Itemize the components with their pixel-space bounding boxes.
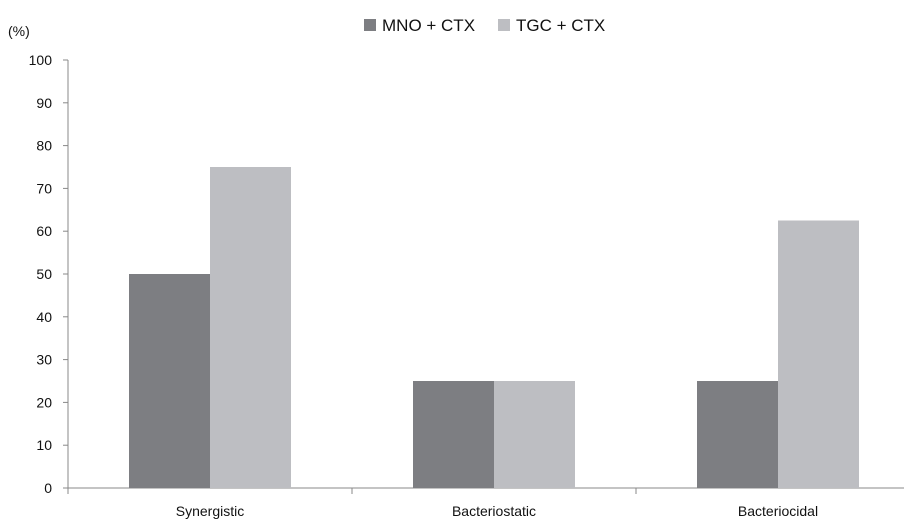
x-category-label: Bacteriostatic [452, 503, 536, 519]
legend-label-tgc-ctx: TGC + CTX [516, 16, 605, 35]
y-tick-label: 10 [36, 437, 52, 453]
y-tick-label: 20 [36, 394, 52, 410]
y-tick-label: 80 [36, 138, 52, 154]
bar-mno-ctx-bacteriocidal [697, 381, 778, 488]
y-axis: 0 10 20 30 40 50 60 70 80 90 100 [29, 52, 69, 496]
y-tick-label: 30 [36, 352, 52, 368]
x-category-label: Synergistic [176, 503, 244, 519]
y-tick-label: 40 [36, 309, 52, 325]
legend-swatch-mno-ctx [364, 19, 376, 31]
y-tick-label: 50 [36, 266, 52, 282]
y-tick-label: 70 [36, 180, 52, 196]
y-tick-label: 60 [36, 223, 52, 239]
y-tick-label: 90 [36, 95, 52, 111]
legend-label-mno-ctx: MNO + CTX [382, 16, 475, 35]
y-tick-label: 0 [44, 480, 52, 496]
bar-tgc-ctx-bacteriostatic [494, 381, 575, 488]
x-category-label: Bacteriocidal [738, 503, 818, 519]
legend-swatch-tgc-ctx [498, 19, 510, 31]
bar-mno-ctx-bacteriostatic [413, 381, 494, 488]
y-tick-label: 100 [29, 52, 53, 68]
bars [129, 167, 859, 488]
bar-mno-ctx-synergistic [129, 274, 210, 488]
bar-tgc-ctx-bacteriocidal [778, 220, 859, 488]
category-labels: Synergistic Bacteriostatic Bacteriocidal [176, 503, 818, 519]
legend: MNO + CTX TGC + CTX [364, 16, 605, 35]
y-axis-unit-label: (%) [8, 23, 30, 39]
bar-tgc-ctx-synergistic [210, 167, 291, 488]
x-axis [67, 487, 904, 494]
